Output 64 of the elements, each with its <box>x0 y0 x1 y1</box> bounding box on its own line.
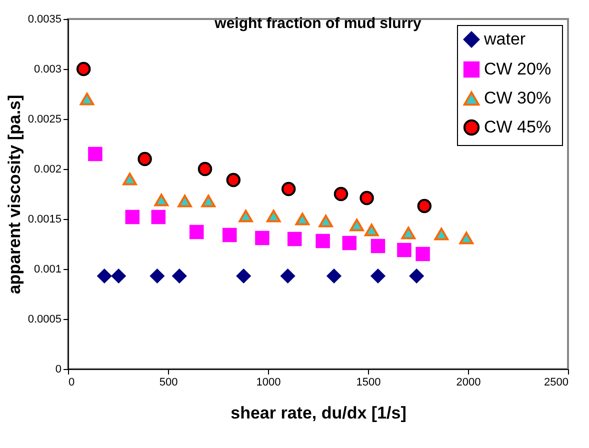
x-tick-label: 2500 <box>544 376 568 388</box>
legend-label: CW 30% <box>484 88 552 108</box>
y-tick-label: 0.0005 <box>28 314 62 326</box>
chart-title: weight fraction of mud slurry <box>214 15 422 32</box>
point <box>138 152 152 166</box>
point <box>266 210 281 222</box>
point <box>281 182 296 196</box>
point <box>189 224 204 240</box>
point <box>122 172 137 186</box>
y-tick-label: 0.001 <box>34 264 62 276</box>
x-tick-label: 0 <box>68 376 75 388</box>
point <box>417 198 432 214</box>
y-tick-label: 0 <box>55 364 62 376</box>
point <box>150 268 164 284</box>
y-tick-label: 0.0025 <box>28 114 62 126</box>
point <box>434 228 449 240</box>
point <box>397 242 412 258</box>
point <box>154 194 169 206</box>
point <box>255 230 270 246</box>
point <box>80 92 94 106</box>
y-tick-label: 0.003 <box>34 64 62 76</box>
point <box>198 162 212 176</box>
point <box>151 210 166 224</box>
point <box>334 186 348 202</box>
point <box>401 226 416 240</box>
point <box>316 234 330 248</box>
point <box>326 268 342 284</box>
point <box>97 268 112 284</box>
point <box>342 236 357 250</box>
point <box>409 268 424 284</box>
point <box>370 238 386 254</box>
point <box>370 268 386 284</box>
point <box>111 268 126 284</box>
point <box>201 194 216 208</box>
point <box>238 210 253 222</box>
point <box>125 210 140 224</box>
x-tick-label: 2000 <box>456 376 481 388</box>
y-tick-label: 0.002 <box>34 164 62 176</box>
x-tick-label: 1500 <box>356 376 381 388</box>
point <box>295 212 310 226</box>
point <box>76 62 91 76</box>
point <box>172 268 187 284</box>
legend-label: water <box>483 30 526 48</box>
point <box>222 228 237 242</box>
x-tick-label: 1000 <box>256 376 281 388</box>
y-tick-label: 0.0015 <box>28 214 62 226</box>
y-tick-label: 0.0035 <box>28 14 62 26</box>
point <box>416 246 430 262</box>
point <box>318 214 333 228</box>
point <box>459 232 474 244</box>
legend-label: CW 45% <box>484 118 552 136</box>
point <box>350 218 364 232</box>
y-axis-title: apparent viscosity [pa.s] <box>4 94 24 294</box>
point <box>226 172 241 188</box>
point <box>178 194 192 208</box>
x-tick-label: 500 <box>159 376 178 388</box>
point <box>280 268 295 284</box>
legend-label: CW 20% <box>484 60 552 78</box>
point <box>360 190 374 206</box>
point <box>236 268 251 284</box>
point <box>364 224 379 236</box>
x-axis-title: shear rate, du/dx [1/s] <box>230 404 406 422</box>
point <box>88 146 102 162</box>
point <box>287 232 302 246</box>
